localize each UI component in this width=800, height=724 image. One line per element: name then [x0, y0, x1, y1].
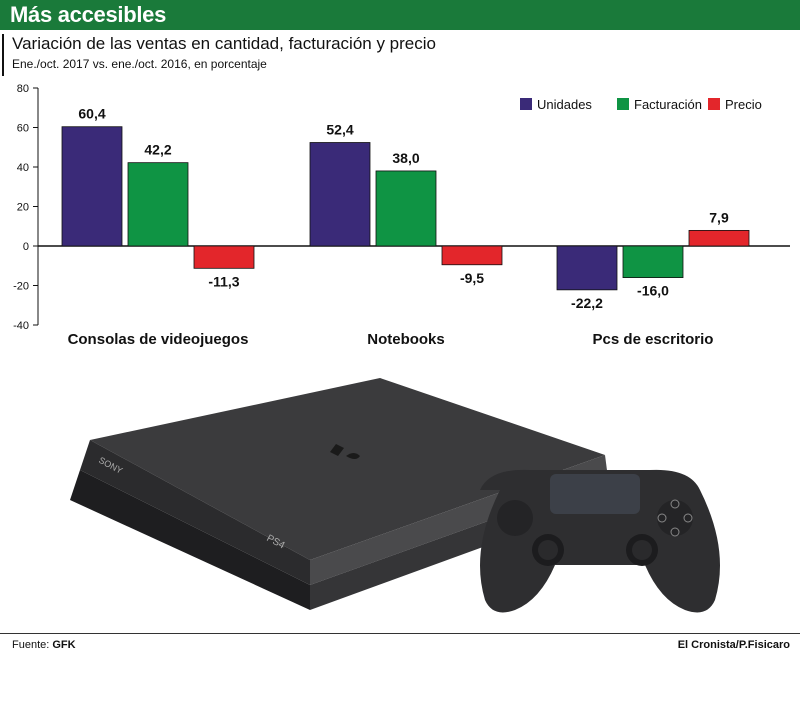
data-label: 52,4	[326, 122, 353, 138]
data-label: 42,2	[144, 142, 171, 158]
legend-swatch	[708, 98, 720, 110]
data-label: -11,3	[208, 273, 239, 289]
footer-rule	[0, 633, 800, 634]
chart-note: Ene./oct. 2017 vs. ene./oct. 2016, en po…	[12, 57, 267, 71]
category-label: Consolas de videojuegos	[68, 331, 249, 348]
legend-label: Precio	[725, 97, 762, 112]
data-label: -22,2	[571, 295, 603, 311]
y-tick-label: 80	[17, 83, 29, 95]
data-label: -16,0	[637, 283, 669, 299]
source-label: Fuente:	[12, 639, 50, 651]
bar-unidades	[309, 142, 371, 247]
bar-precio	[193, 245, 255, 269]
header-bar: Más accesibles	[0, 0, 800, 30]
data-label: -9,5	[460, 270, 484, 286]
legend-label: Unidades	[537, 97, 592, 112]
controller-image	[480, 469, 720, 613]
page-title: Más accesibles	[10, 2, 167, 27]
data-label: 60,4	[78, 106, 105, 122]
legend-label: Facturación	[634, 97, 702, 112]
data-label: 38,0	[392, 150, 419, 166]
y-tick-label: 40	[17, 162, 29, 174]
category-label: Pcs de escritorio	[593, 331, 714, 348]
chart-subtitle: Variación de las ventas en cantidad, fac…	[12, 34, 436, 53]
footer-source: Fuente: GFK	[12, 639, 76, 651]
bar-precio	[441, 245, 503, 266]
bar-precio	[688, 229, 750, 247]
bar-facturación	[127, 162, 189, 247]
y-tick-label: 0	[23, 241, 29, 253]
legend-swatch	[617, 98, 629, 110]
bar-unidades	[61, 126, 123, 247]
bar-facturación	[375, 170, 437, 247]
bar-unidades	[556, 245, 618, 291]
data-label: 7,9	[709, 209, 729, 225]
y-tick-label: 20	[17, 202, 29, 214]
y-tick-label: -20	[13, 281, 29, 293]
category-label: Notebooks	[367, 331, 445, 348]
footer-credit: El Cronista/P.Fisicaro	[677, 639, 790, 651]
y-tick-label: 60	[17, 123, 29, 135]
bar-facturación	[622, 245, 684, 279]
bar-chart: 80 60 40 20 0 -20 -40 60,4 52,4 -22,2 42,2 38,0 -16,…	[13, 83, 790, 348]
legend-swatch	[520, 98, 532, 110]
title-rule	[2, 34, 4, 76]
ps4-illustration: SONY PS4	[70, 378, 720, 613]
source-value: GFK	[52, 639, 76, 651]
y-tick-label: -40	[13, 320, 29, 332]
